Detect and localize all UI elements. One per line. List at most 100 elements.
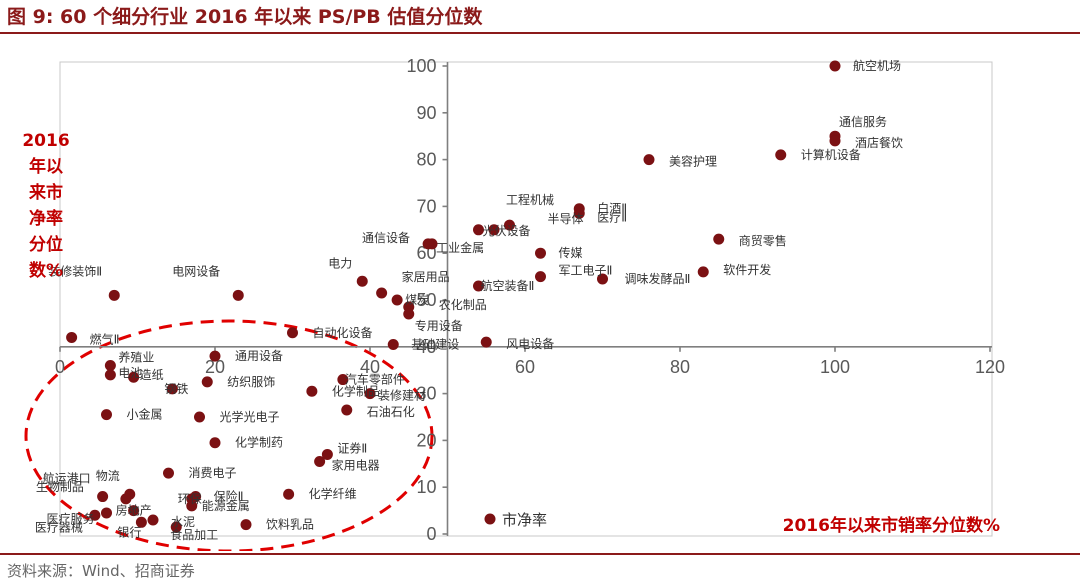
point-label: 商贸零售 bbox=[739, 233, 787, 248]
point-label: 家居用品 bbox=[402, 269, 450, 284]
y-axis-title-line: 数% bbox=[29, 260, 63, 281]
data-point bbox=[240, 519, 252, 531]
y-tick-label: 0 bbox=[426, 524, 436, 544]
x-tick-label: 100 bbox=[820, 357, 850, 377]
data-point bbox=[573, 207, 585, 219]
point-label: 化学纤维 bbox=[309, 486, 357, 501]
point-label: 燃气Ⅱ bbox=[90, 331, 120, 346]
point-label: 调味发酵品Ⅱ bbox=[625, 271, 691, 286]
point-label: 生物制品 bbox=[36, 480, 84, 494]
data-point bbox=[473, 280, 484, 292]
point-label: 自动化设备 bbox=[313, 326, 373, 340]
point-label: 工程机械 bbox=[506, 192, 554, 207]
y-tick-label: 80 bbox=[416, 150, 436, 170]
point-label: 航运港口 bbox=[43, 471, 91, 486]
point-label: 医疗服务 bbox=[47, 511, 95, 526]
data-point bbox=[488, 224, 500, 236]
point-label: 汽车零部件 bbox=[345, 372, 405, 387]
point-label: 装修建材 bbox=[378, 388, 426, 403]
point-label: 电力 bbox=[328, 256, 352, 270]
y-axis-title-line: 2016 bbox=[22, 131, 69, 151]
data-point bbox=[147, 514, 159, 526]
x-tick-label: 60 bbox=[515, 357, 535, 377]
plot-frame bbox=[59, 61, 993, 537]
figure-title: 图 9: 60 个细分行业 2016 年以来 PS/PB 估值分位数 bbox=[7, 6, 483, 28]
point-label: 保险Ⅱ bbox=[214, 489, 244, 504]
point-label: 化学制品 bbox=[332, 383, 380, 398]
point-label: 房地产 bbox=[116, 503, 152, 518]
x-tick-label: 0 bbox=[55, 357, 65, 377]
point-label: 软件开发 bbox=[723, 262, 771, 277]
data-point bbox=[403, 308, 415, 320]
x-tick-label: 40 bbox=[360, 357, 380, 377]
point-label: 水泥 bbox=[171, 515, 195, 529]
y-tick-label: 10 bbox=[416, 477, 436, 497]
data-point bbox=[209, 437, 221, 449]
x-tick-label: 20 bbox=[205, 357, 225, 377]
data-point bbox=[597, 273, 608, 285]
data-point bbox=[166, 383, 178, 395]
source-note: 资料来源：Wind、招商证券 bbox=[7, 562, 195, 580]
data-point bbox=[321, 448, 333, 460]
point-label: 电池 bbox=[118, 366, 142, 380]
axes bbox=[59, 62, 992, 536]
y-tick-label: 40 bbox=[416, 337, 436, 357]
point-label: 环保 bbox=[178, 492, 202, 506]
data-point bbox=[97, 491, 109, 503]
data-point bbox=[66, 331, 78, 343]
point-label: 通信服务 bbox=[839, 114, 887, 129]
point-label: 化学制药 bbox=[235, 435, 283, 450]
point-label: 通信设备 bbox=[362, 231, 410, 245]
point-label: 医疗Ⅱ bbox=[597, 210, 627, 224]
point-label: 风电设备 bbox=[506, 337, 554, 351]
point-label: 通用设备 bbox=[235, 349, 283, 363]
data-point bbox=[283, 488, 295, 500]
data-point bbox=[535, 271, 546, 283]
data-point bbox=[306, 385, 318, 397]
data-point bbox=[232, 289, 244, 301]
point-label: 航空机场 bbox=[853, 58, 901, 73]
data-point bbox=[89, 509, 101, 521]
data-point bbox=[364, 388, 376, 400]
data-points bbox=[66, 60, 841, 533]
data-point bbox=[376, 287, 388, 299]
point-label: 半导体 bbox=[548, 212, 584, 226]
point-label: 家用电器 bbox=[332, 457, 380, 472]
data-point bbox=[135, 516, 147, 528]
point-label: 消费电子 bbox=[189, 466, 237, 480]
data-point bbox=[643, 154, 655, 166]
data-point bbox=[101, 409, 112, 421]
point-label: 电网设备 bbox=[172, 264, 220, 278]
point-label: 医疗器械 bbox=[35, 519, 83, 534]
point-label: 计算机设备 bbox=[801, 147, 861, 162]
point-label: 物流 bbox=[96, 469, 120, 483]
point-label: 专用设备 bbox=[415, 318, 463, 333]
data-point bbox=[697, 266, 709, 278]
data-point bbox=[194, 411, 205, 423]
data-point bbox=[190, 491, 202, 503]
legend-marker bbox=[484, 513, 496, 525]
data-point bbox=[120, 493, 132, 505]
data-point bbox=[170, 521, 182, 533]
data-point bbox=[775, 149, 787, 161]
data-point bbox=[829, 60, 841, 72]
data-point bbox=[713, 233, 725, 245]
point-label: 酒店餐饮 bbox=[855, 135, 903, 150]
x-tick-label: 120 bbox=[975, 357, 1005, 377]
y-tick-label: 30 bbox=[416, 384, 436, 404]
point-label: 军工电子Ⅱ bbox=[559, 264, 613, 278]
y-tick-label: 20 bbox=[416, 430, 436, 450]
data-point bbox=[422, 238, 434, 250]
y-axis-title-line: 来市 bbox=[28, 182, 63, 203]
point-label: 光伏设备 bbox=[483, 224, 531, 238]
point-label: 基础建设 bbox=[411, 337, 459, 351]
point-label: 饮料乳品 bbox=[266, 518, 314, 532]
y-tick-label: 50 bbox=[416, 290, 436, 310]
data-point bbox=[209, 350, 221, 362]
data-point bbox=[504, 219, 515, 231]
data-point bbox=[186, 500, 198, 512]
point-label: 银行 bbox=[117, 525, 141, 539]
legend-label: 市净率 bbox=[502, 511, 547, 529]
data-point bbox=[104, 360, 116, 372]
